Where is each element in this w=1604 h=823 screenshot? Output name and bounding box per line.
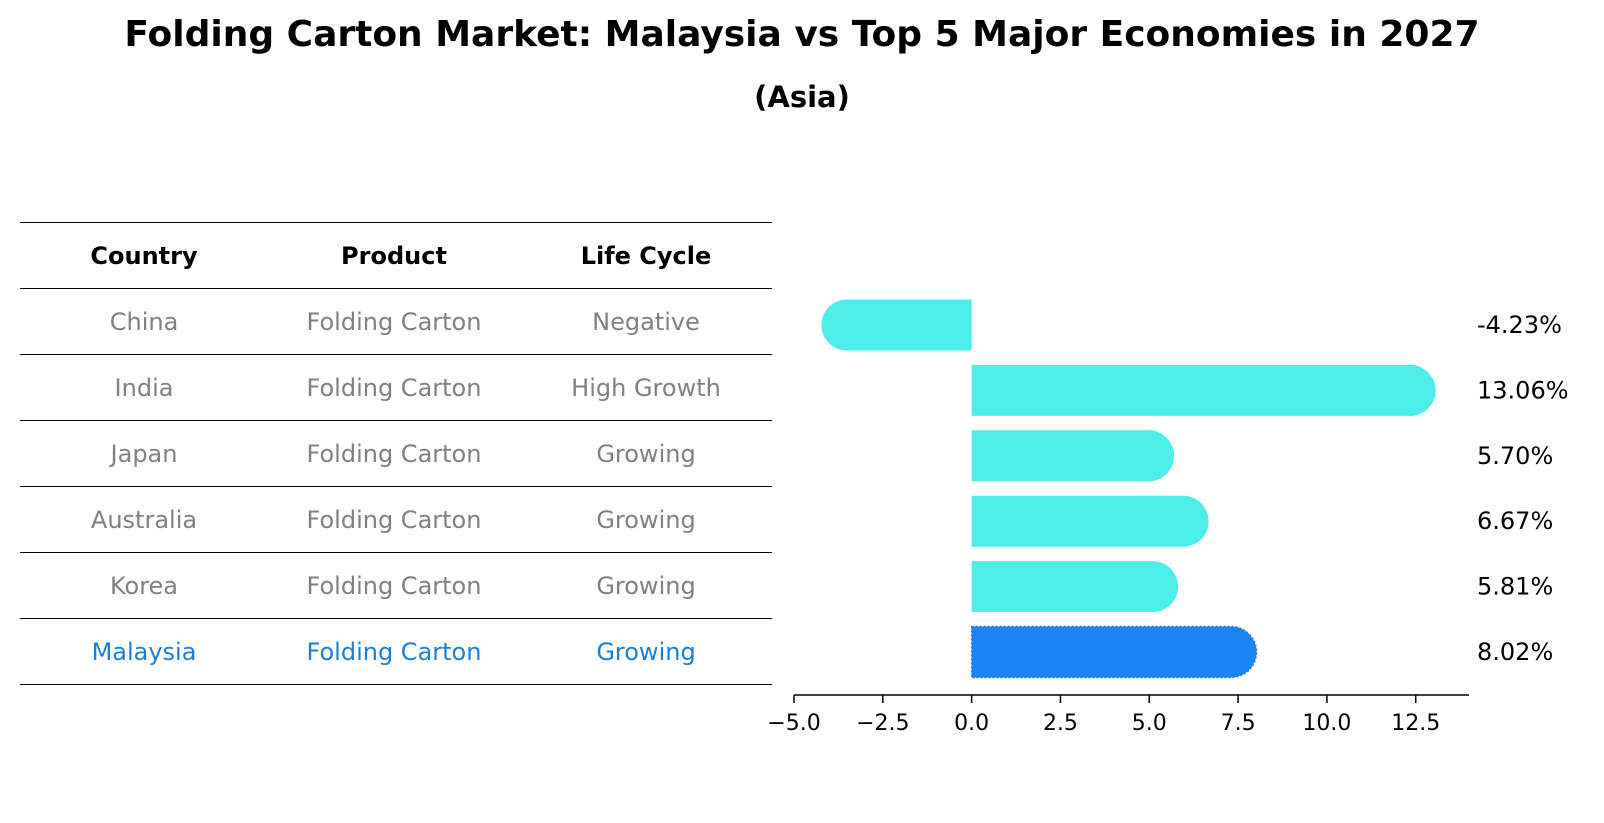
- bar-malaysia: [970, 625, 1258, 679]
- cell-product: Folding Carton: [268, 420, 520, 487]
- table-row: China Folding Carton Negative: [20, 288, 772, 355]
- x-tick-label: 7.5: [1221, 711, 1256, 736]
- cell-product: Folding Carton: [268, 552, 520, 619]
- cell-life-cycle: High Growth: [520, 354, 772, 421]
- cell-life-cycle: Growing: [520, 486, 772, 553]
- cell-product: Folding Carton: [268, 354, 520, 421]
- bar-india: [971, 364, 1436, 416]
- value-label-malaysia: 8.02%: [1477, 638, 1553, 666]
- comparison-table: Country Product Life Cycle China Folding…: [20, 222, 772, 685]
- header-country: Country: [20, 222, 268, 289]
- x-tick-label: −5.0: [767, 711, 820, 736]
- table-row: Korea Folding Carton Growing: [20, 552, 772, 619]
- cell-country: Malaysia: [20, 618, 268, 685]
- cell-product: Folding Carton: [268, 486, 520, 553]
- cell-country: Korea: [20, 552, 268, 619]
- cell-product: Folding Carton: [268, 618, 520, 685]
- value-label-korea: 5.81%: [1477, 573, 1553, 601]
- chart-title: Folding Carton Market: Malaysia vs Top 5…: [124, 14, 1480, 55]
- value-label-japan: 5.70%: [1477, 442, 1553, 470]
- x-tick-label: 2.5: [1043, 711, 1078, 736]
- cell-life-cycle: Growing: [520, 618, 772, 685]
- cell-life-cycle: Negative: [520, 288, 772, 355]
- x-tick-label: 0.0: [954, 711, 989, 736]
- value-label-china: -4.23%: [1477, 311, 1562, 339]
- bar-japan: [971, 430, 1175, 482]
- value-label-india: 13.06%: [1477, 376, 1569, 404]
- table-row: Australia Folding Carton Growing: [20, 486, 772, 553]
- cell-life-cycle: Growing: [520, 420, 772, 487]
- bar-china: [821, 299, 972, 351]
- x-tick-label: 12.5: [1391, 711, 1440, 736]
- cell-country: Japan: [20, 420, 268, 487]
- cell-country: India: [20, 354, 268, 421]
- cell-country: Australia: [20, 486, 268, 553]
- bar-australia: [971, 495, 1209, 547]
- chart-subtitle: (Asia): [754, 80, 850, 114]
- bar-korea: [971, 561, 1179, 613]
- table-header-row: Country Product Life Cycle: [20, 222, 772, 289]
- value-label-australia: 6.67%: [1477, 507, 1553, 535]
- cell-life-cycle: Growing: [520, 552, 772, 619]
- table-row: India Folding Carton High Growth: [20, 354, 772, 421]
- x-tick-label: 10.0: [1302, 711, 1351, 736]
- table-row-highlight: Malaysia Folding Carton Growing: [20, 618, 772, 685]
- x-tick-label: 5.0: [1132, 711, 1167, 736]
- cell-product: Folding Carton: [268, 288, 520, 355]
- table-row: Japan Folding Carton Growing: [20, 420, 772, 487]
- cell-country: China: [20, 288, 268, 355]
- x-tick-label: −2.5: [856, 711, 909, 736]
- header-product: Product: [268, 222, 520, 289]
- header-life-cycle: Life Cycle: [520, 222, 772, 289]
